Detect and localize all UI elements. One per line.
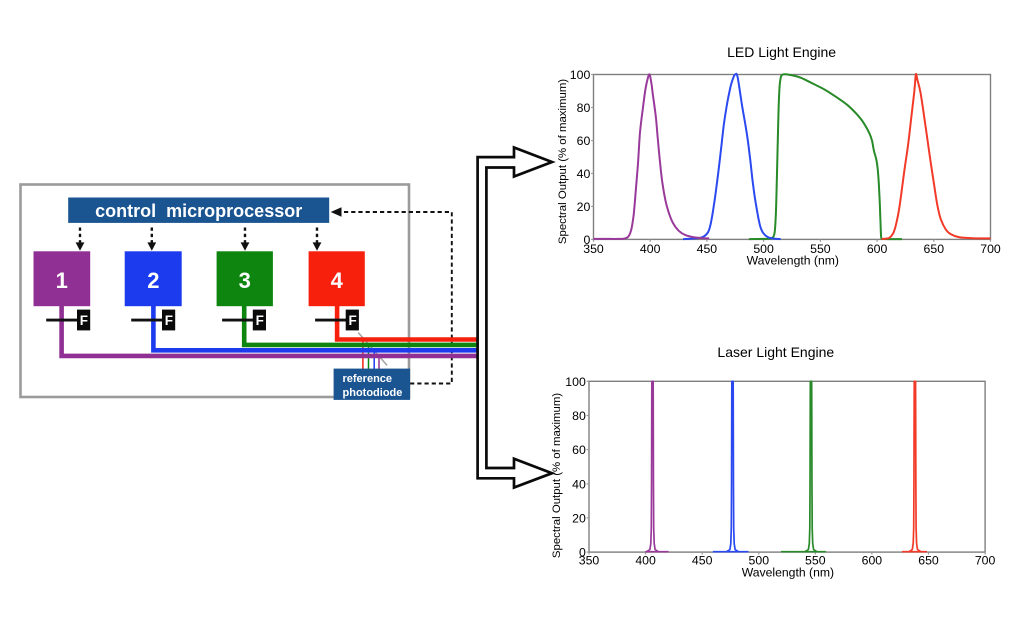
svg-text:550: 550 — [810, 242, 831, 256]
svg-text:control microprocessor: control microprocessor — [95, 201, 302, 221]
svg-text:40: 40 — [577, 167, 591, 181]
svg-text:80: 80 — [572, 409, 586, 423]
svg-text:60: 60 — [577, 134, 591, 148]
svg-text:550: 550 — [805, 554, 826, 568]
svg-text:100: 100 — [565, 375, 586, 389]
svg-text:0: 0 — [583, 233, 590, 247]
svg-text:Spectral Output (% of maximum): Spectral Output (% of maximum) — [551, 393, 563, 558]
svg-text:1: 1 — [56, 268, 68, 293]
svg-text:LED Light Engine: LED Light Engine — [727, 44, 836, 60]
svg-text:500: 500 — [753, 242, 774, 256]
svg-text:F: F — [256, 313, 264, 328]
svg-text:500: 500 — [749, 554, 770, 568]
svg-text:reference: reference — [343, 373, 393, 385]
svg-text:Wavelength (nm): Wavelength (nm) — [742, 565, 834, 579]
svg-text:600: 600 — [862, 554, 883, 568]
svg-text:700: 700 — [975, 554, 996, 568]
svg-text:350: 350 — [583, 242, 604, 256]
svg-text:Spectral Output (% of maximum): Spectral Output (% of maximum) — [557, 79, 569, 244]
svg-text:20: 20 — [577, 200, 591, 214]
svg-text:60: 60 — [572, 443, 586, 457]
svg-text:80: 80 — [577, 101, 591, 115]
svg-text:3: 3 — [239, 268, 251, 293]
svg-text:700: 700 — [980, 242, 1001, 256]
svg-text:0: 0 — [579, 546, 586, 560]
svg-text:400: 400 — [635, 554, 656, 568]
svg-text:2: 2 — [147, 268, 159, 293]
svg-text:F: F — [348, 313, 356, 328]
svg-text:350: 350 — [579, 554, 600, 568]
svg-text:450: 450 — [692, 554, 713, 568]
svg-text:photodiode: photodiode — [343, 387, 403, 399]
svg-text:100: 100 — [570, 68, 591, 82]
svg-text:20: 20 — [572, 512, 586, 526]
svg-text:650: 650 — [918, 554, 939, 568]
svg-text:4: 4 — [331, 268, 344, 293]
svg-text:450: 450 — [697, 242, 718, 256]
svg-text:F: F — [165, 313, 173, 328]
svg-text:600: 600 — [867, 242, 888, 256]
svg-text:400: 400 — [640, 242, 661, 256]
svg-text:40: 40 — [572, 477, 586, 491]
svg-text:F: F — [80, 313, 88, 328]
svg-text:Laser Light Engine: Laser Light Engine — [717, 344, 834, 360]
svg-text:650: 650 — [924, 242, 945, 256]
svg-text:Wavelength (nm): Wavelength (nm) — [747, 253, 839, 267]
